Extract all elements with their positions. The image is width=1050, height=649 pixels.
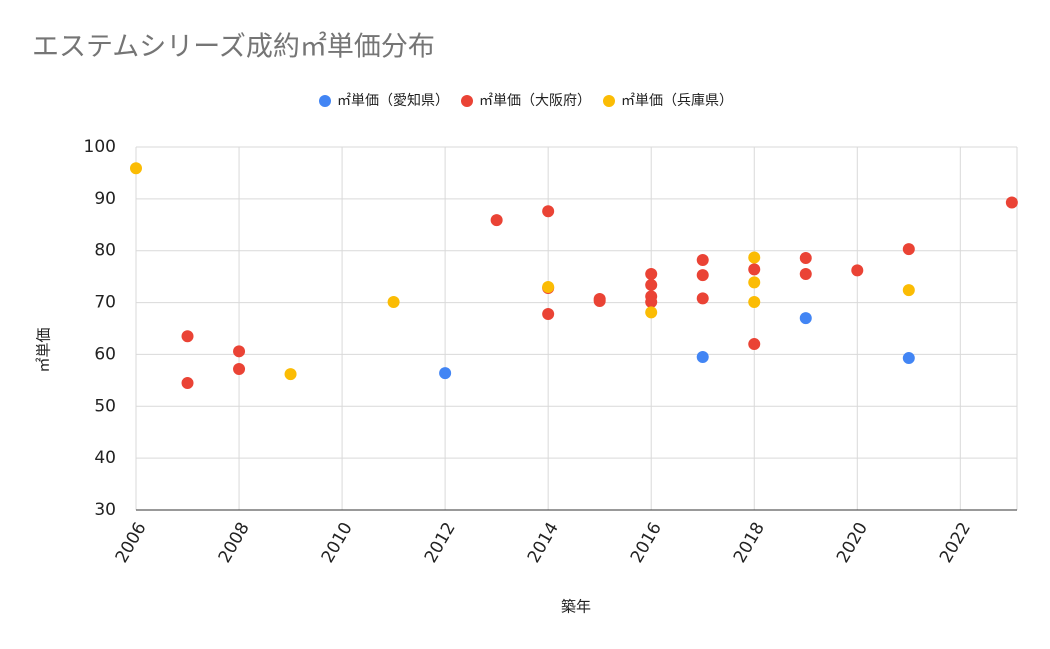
point	[696, 254, 709, 267]
point	[233, 362, 246, 375]
point	[748, 251, 761, 264]
point	[542, 281, 555, 294]
point	[542, 205, 555, 218]
point	[748, 296, 761, 309]
legend-marker	[603, 95, 615, 107]
y-tick-label: 70	[94, 293, 116, 313]
point	[645, 296, 658, 309]
point	[387, 296, 400, 309]
legend-label: ㎡単価（愛知県）	[337, 92, 449, 109]
point	[748, 263, 761, 276]
point	[902, 352, 915, 365]
point	[593, 295, 606, 308]
point	[645, 306, 658, 319]
chart-title: エステムシリーズ成約㎡単価分布	[32, 32, 435, 63]
point	[181, 376, 194, 389]
point	[181, 330, 194, 343]
point	[130, 162, 142, 175]
y-tick-label: 40	[94, 448, 116, 468]
point	[645, 278, 658, 291]
point	[851, 264, 864, 277]
point	[799, 268, 812, 281]
point	[748, 276, 761, 289]
point	[439, 367, 452, 380]
point	[902, 243, 915, 256]
y-tick-label: 100	[84, 137, 116, 157]
point	[696, 292, 709, 305]
y-axis-label: ㎡単価	[35, 327, 53, 372]
point	[696, 351, 709, 364]
point	[1005, 196, 1018, 209]
legend-marker	[319, 95, 331, 107]
point	[284, 368, 297, 381]
point	[645, 268, 658, 281]
point	[799, 251, 812, 264]
y-tick-label: 50	[94, 396, 116, 416]
point	[748, 338, 761, 351]
point	[233, 345, 246, 358]
legend-marker	[461, 95, 473, 107]
point	[542, 307, 555, 320]
y-tick-label: 90	[94, 189, 116, 209]
point	[902, 284, 915, 297]
legend-label: ㎡単価（大阪府）	[479, 93, 591, 109]
point	[490, 214, 503, 227]
x-axis-label: 築年	[561, 598, 591, 616]
point	[696, 269, 709, 282]
point	[799, 312, 812, 325]
y-tick-label: 30	[94, 500, 116, 520]
y-tick-label: 80	[94, 241, 116, 261]
y-tick-label: 60	[94, 344, 116, 364]
legend-label: ㎡単価（兵庫県）	[621, 92, 733, 109]
